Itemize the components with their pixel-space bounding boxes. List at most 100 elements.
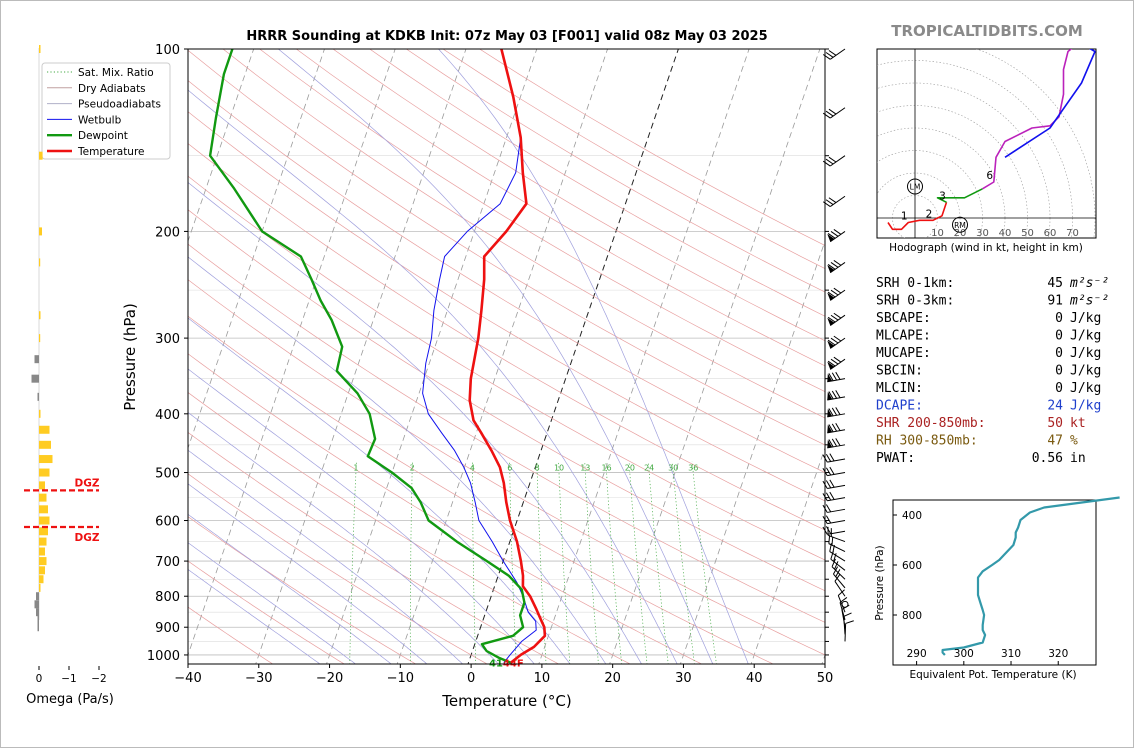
barb-feather — [827, 339, 836, 346]
barb-feather — [829, 491, 835, 500]
stat-unit: m²s⁻² — [1069, 276, 1109, 291]
legend-label: Temperature — [77, 146, 145, 158]
barb-feather — [835, 423, 841, 431]
skewt-axes: −40 −30 −20 −10 0 10 20 30 40 50 100 200 300 400 500 60… — [147, 43, 833, 686]
stat-unit: % — [1070, 434, 1078, 449]
barb-feather — [829, 453, 835, 462]
wind-barb — [843, 612, 852, 635]
legend-label: Dewpoint — [78, 130, 128, 142]
mixing-ratio-label: 8 — [535, 464, 540, 473]
x-tick-label: −10 — [387, 671, 414, 686]
dry-adiabat — [296, 49, 825, 367]
moist-adiabat — [188, 542, 357, 664]
theta-e-x-tick-label: 290 — [907, 648, 927, 660]
barb-flag — [827, 361, 835, 370]
barb-flag — [827, 408, 833, 417]
moist-adiabat — [278, 49, 714, 664]
wind-barb — [837, 589, 846, 613]
barb-feather — [827, 291, 836, 298]
wind-barb — [827, 312, 846, 326]
y-tick-label: 500 — [155, 467, 180, 482]
omega-panel: DGZ DGZ 0 −1 −2 — [24, 45, 107, 685]
stat-unit: J/kg — [1070, 311, 1101, 326]
chart-title: HRRR Sounding at KDKB Init: 07z May 03 [… — [246, 29, 767, 44]
barb-feather — [831, 407, 838, 416]
barb-feather — [828, 156, 837, 163]
moist-adiabat — [438, 49, 749, 664]
wind-barb — [822, 453, 846, 463]
barb-feather — [822, 112, 831, 119]
omega-bar — [39, 455, 53, 464]
wind-barb — [822, 526, 846, 535]
isotherm — [750, 446, 825, 664]
wind-barb — [831, 558, 846, 580]
y-tick-label: 900 — [155, 621, 180, 636]
omega-bar — [39, 468, 50, 477]
stat-value: 0 — [1055, 381, 1063, 396]
wind-barb — [822, 466, 846, 477]
wind-barb — [822, 491, 846, 502]
barb-feather — [833, 260, 842, 266]
moist-adiabat — [188, 256, 607, 664]
barb-feather — [825, 492, 832, 501]
barb-feather — [828, 424, 834, 433]
legend-label: Dry Adiabats — [78, 83, 146, 95]
barb-feather — [828, 50, 837, 56]
barb-staff — [837, 595, 846, 613]
hodograph-frame — [876, 48, 1097, 239]
wind-barbs — [822, 48, 854, 642]
barb-flag — [827, 424, 833, 433]
y-tick-label: 1000 — [147, 649, 180, 664]
stat-unit: m²s⁻² — [1069, 294, 1109, 309]
barb-feather — [825, 52, 834, 58]
barb-feather — [831, 558, 836, 567]
dry-adiabat — [188, 473, 488, 664]
y-tick-label: 400 — [155, 408, 180, 423]
omega-bar — [34, 355, 39, 364]
omega-bar — [39, 425, 50, 434]
dry-adiabat — [188, 560, 345, 664]
legend-label: Pseudoadiabats — [78, 99, 161, 111]
stat-label: MUCAPE: — [876, 346, 931, 361]
omega-bar — [39, 227, 42, 236]
wind-barb — [822, 195, 846, 208]
storm-motion-label: LM — [910, 183, 921, 192]
omega-bar — [39, 583, 41, 592]
dry-adiabat — [188, 209, 825, 592]
barb-feather — [825, 526, 832, 535]
stat-label: SRH 0-3km: — [876, 294, 954, 309]
barb-feather — [828, 197, 837, 203]
y-tick-label: 200 — [155, 225, 180, 240]
stat-label: SBCIN: — [876, 364, 923, 379]
stat-value: 0.56 — [1032, 451, 1063, 466]
stat-value: 50 — [1047, 416, 1063, 431]
barb-feather — [822, 504, 828, 513]
barb-staff — [844, 623, 847, 642]
isotherm — [255, 49, 467, 664]
barb-feather — [825, 467, 832, 476]
barb-feather — [832, 566, 839, 575]
omega-bar — [39, 440, 51, 449]
stat-label: SRH 0-1km: — [876, 276, 954, 291]
barb-feather — [831, 438, 838, 447]
barb-feather — [822, 526, 828, 535]
mixing-ratio-line — [558, 461, 571, 664]
stat-label: MLCIN: — [876, 381, 923, 396]
theta-e-y-tick-label: 600 — [902, 560, 922, 572]
barb-feather — [830, 314, 839, 321]
mixing-ratio-label: 30 — [668, 464, 678, 473]
stat-value: 24 — [1047, 399, 1063, 414]
barb-feather — [822, 160, 831, 167]
theta-e-x-tick-label: 310 — [1001, 648, 1021, 660]
barb-feather — [825, 199, 834, 205]
hodograph-caption: Hodograph (wind in kt, height in km) — [889, 242, 1083, 254]
wind-barb — [841, 604, 850, 628]
storm-motion-marker — [907, 178, 923, 195]
dry-adiabat — [369, 49, 825, 317]
barb-feather — [833, 229, 842, 235]
omega-bar — [37, 392, 39, 401]
theta-e-x-tick-label: 320 — [1048, 648, 1068, 660]
x-tick-label: 0 — [467, 671, 475, 686]
barb-feather — [825, 158, 834, 165]
